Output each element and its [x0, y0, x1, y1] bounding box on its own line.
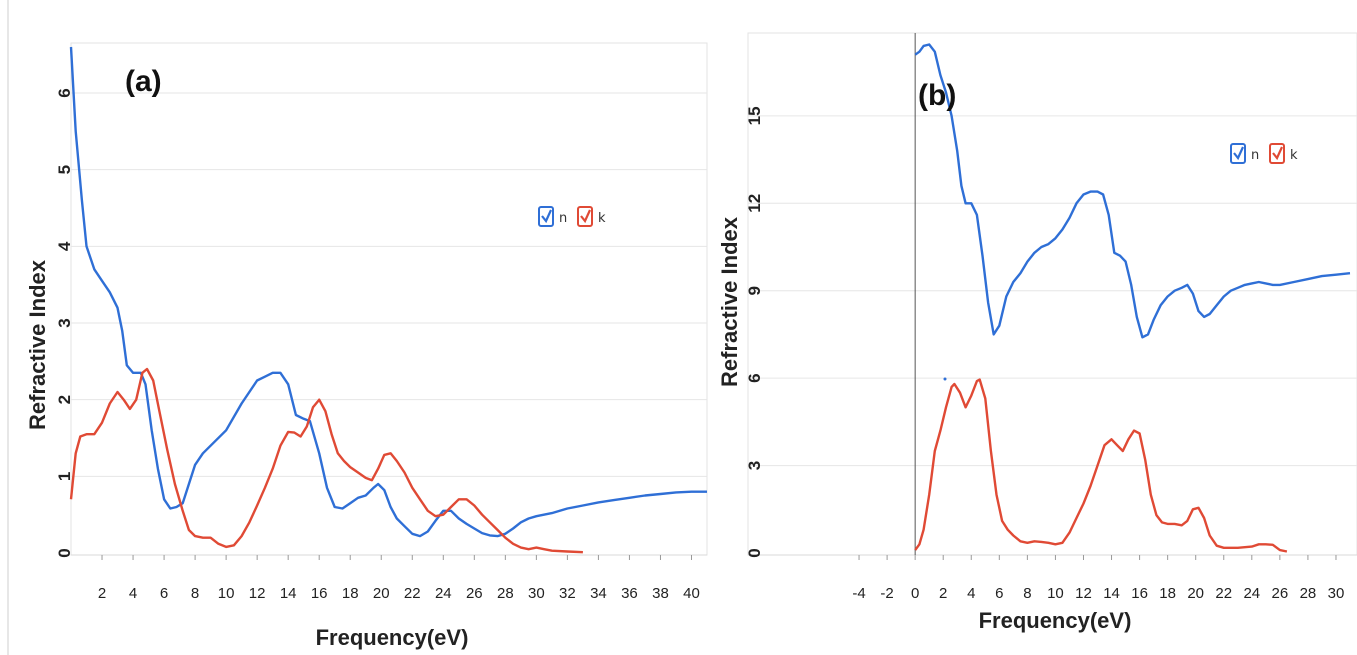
y-tick-label: 2 [55, 395, 74, 404]
y-tick-label: 0 [745, 548, 764, 557]
series-line-k [914, 378, 1288, 553]
x-tick-label: 28 [1300, 585, 1317, 602]
x-tick-label: 38 [652, 585, 669, 602]
panel-a-gridlines [71, 92, 707, 556]
y-tick-label: 6 [55, 88, 74, 97]
x-tick-label: 36 [621, 585, 638, 602]
x-tick-label: 22 [1215, 585, 1232, 602]
x-tick-label: 26 [466, 585, 483, 602]
x-tick-label: 2 [98, 585, 106, 602]
x-tick-label: 4 [129, 585, 137, 602]
panel-b-legend-label-n: n [1251, 148, 1259, 163]
panel-b-legend[interactable]: n k [1230, 143, 1298, 164]
panel-b-y-axis-title: Refractive Index [717, 216, 742, 387]
checkmark-icon [580, 209, 592, 224]
x-tick-label: 28 [497, 585, 514, 602]
x-tick-label: 10 [218, 585, 235, 602]
panel-b: -4 -2 0 2 4 6 8 10 12 14 16 18 20 22 24 26 28 30 03691215… [717, 32, 1357, 633]
x-tick-label: 24 [435, 585, 452, 602]
panel-b-plot-background [747, 32, 1357, 556]
x-tick-label: -4 [852, 585, 865, 602]
x-tick-label: 18 [342, 585, 359, 602]
x-tick-label: 20 [1187, 585, 1204, 602]
x-tick-label: 30 [528, 585, 545, 602]
x-tick-label: 12 [249, 585, 266, 602]
panel-a-x-axis-title: Frequency(eV) [316, 625, 469, 650]
panel-b-y-tick-labels: 0 3 6 9 12 15 [745, 106, 764, 557]
checkbox-icon[interactable] [577, 206, 593, 227]
y-tick-label: 15 [745, 106, 764, 125]
panel-a-plot-background [70, 42, 708, 556]
checkbox-icon[interactable] [1230, 143, 1246, 164]
y-tick-label: 9 [745, 286, 764, 295]
y-tick-label: 12 [745, 194, 764, 213]
x-tick-label: 4 [967, 585, 975, 602]
panel-a-y-axis-title: Refractive Index [25, 259, 50, 430]
panel-a: 2 4 6 8 10 12 14 16 18 20 22 24 26 28 30 32 34 36 38 40 012… [25, 42, 708, 650]
x-tick-label: 2 [939, 585, 947, 602]
panel-a-x-tick-labels: 2 4 6 8 10 12 14 16 18 20 22 24 26 28 30 32 34 36 38 40 [98, 555, 700, 602]
panel-a-legend-item-k[interactable]: k [577, 206, 606, 227]
x-tick-label: 14 [1103, 585, 1120, 602]
series-line-k [69, 367, 583, 554]
y-tick-label: 0 [55, 548, 74, 557]
x-tick-label: 20 [373, 585, 390, 602]
x-tick-label: 32 [559, 585, 576, 602]
x-tick-label: 34 [590, 585, 607, 602]
panel-b-legend-item-k[interactable]: k [1269, 143, 1298, 164]
panel-b-legend-item-n[interactable]: n [1230, 143, 1259, 164]
panel-b-series [914, 43, 1351, 553]
x-tick-label: 16 [1131, 585, 1148, 602]
checkbox-icon[interactable] [538, 206, 554, 227]
y-tick-label: 6 [745, 373, 764, 382]
x-tick-label: 8 [1023, 585, 1031, 602]
x-tick-label: 6 [995, 585, 1003, 602]
checkmark-icon [541, 209, 553, 224]
panel-a-legend-label-k: k [598, 211, 606, 226]
panel-b-x-axis-title: Frequency(eV) [979, 608, 1132, 633]
x-tick-label: 26 [1272, 585, 1289, 602]
x-tick-label: 6 [160, 585, 168, 602]
y-tick-label: 3 [745, 461, 764, 470]
panel-b-x-tick-labels: -4 -2 0 2 4 6 8 10 12 14 16 18 20 22 24 26 28 30 [852, 555, 1344, 602]
panel-a-legend[interactable]: n k [538, 206, 606, 227]
panel-a-series [69, 46, 707, 554]
panel-a-legend-label-n: n [559, 211, 567, 226]
panel-a-label: (a) [125, 65, 162, 98]
y-tick-label: 1 [55, 472, 74, 481]
x-tick-label: 8 [191, 585, 199, 602]
x-tick-label: 14 [280, 585, 297, 602]
x-tick-label: 24 [1243, 585, 1260, 602]
checkmark-icon [1233, 146, 1245, 161]
panel-a-legend-item-n[interactable]: n [538, 206, 567, 227]
panel-b-legend-label-k: k [1290, 148, 1298, 163]
y-tick-label: 5 [55, 165, 74, 174]
series-line-n [69, 46, 707, 538]
x-tick-label: 22 [404, 585, 421, 602]
x-tick-label: 16 [311, 585, 328, 602]
x-tick-label: 12 [1075, 585, 1092, 602]
series-line-n [914, 43, 1351, 339]
checkmark-icon [1272, 146, 1284, 161]
x-tick-label: 0 [911, 585, 919, 602]
y-tick-label: 3 [55, 318, 74, 327]
x-tick-label: 30 [1328, 585, 1345, 602]
x-tick-label: 10 [1047, 585, 1064, 602]
panel-b-label: (b) [918, 79, 956, 112]
x-tick-label: 40 [683, 585, 700, 602]
x-tick-label: -2 [880, 585, 893, 602]
panel-b-stray-point [943, 377, 947, 381]
panel-b-gridlines [748, 115, 1357, 556]
x-tick-label: 18 [1159, 585, 1176, 602]
panel-a-y-tick-labels: 0 1 2 3 4 5 6 [55, 88, 74, 557]
checkbox-icon[interactable] [1269, 143, 1285, 164]
y-tick-label: 4 [55, 241, 74, 251]
